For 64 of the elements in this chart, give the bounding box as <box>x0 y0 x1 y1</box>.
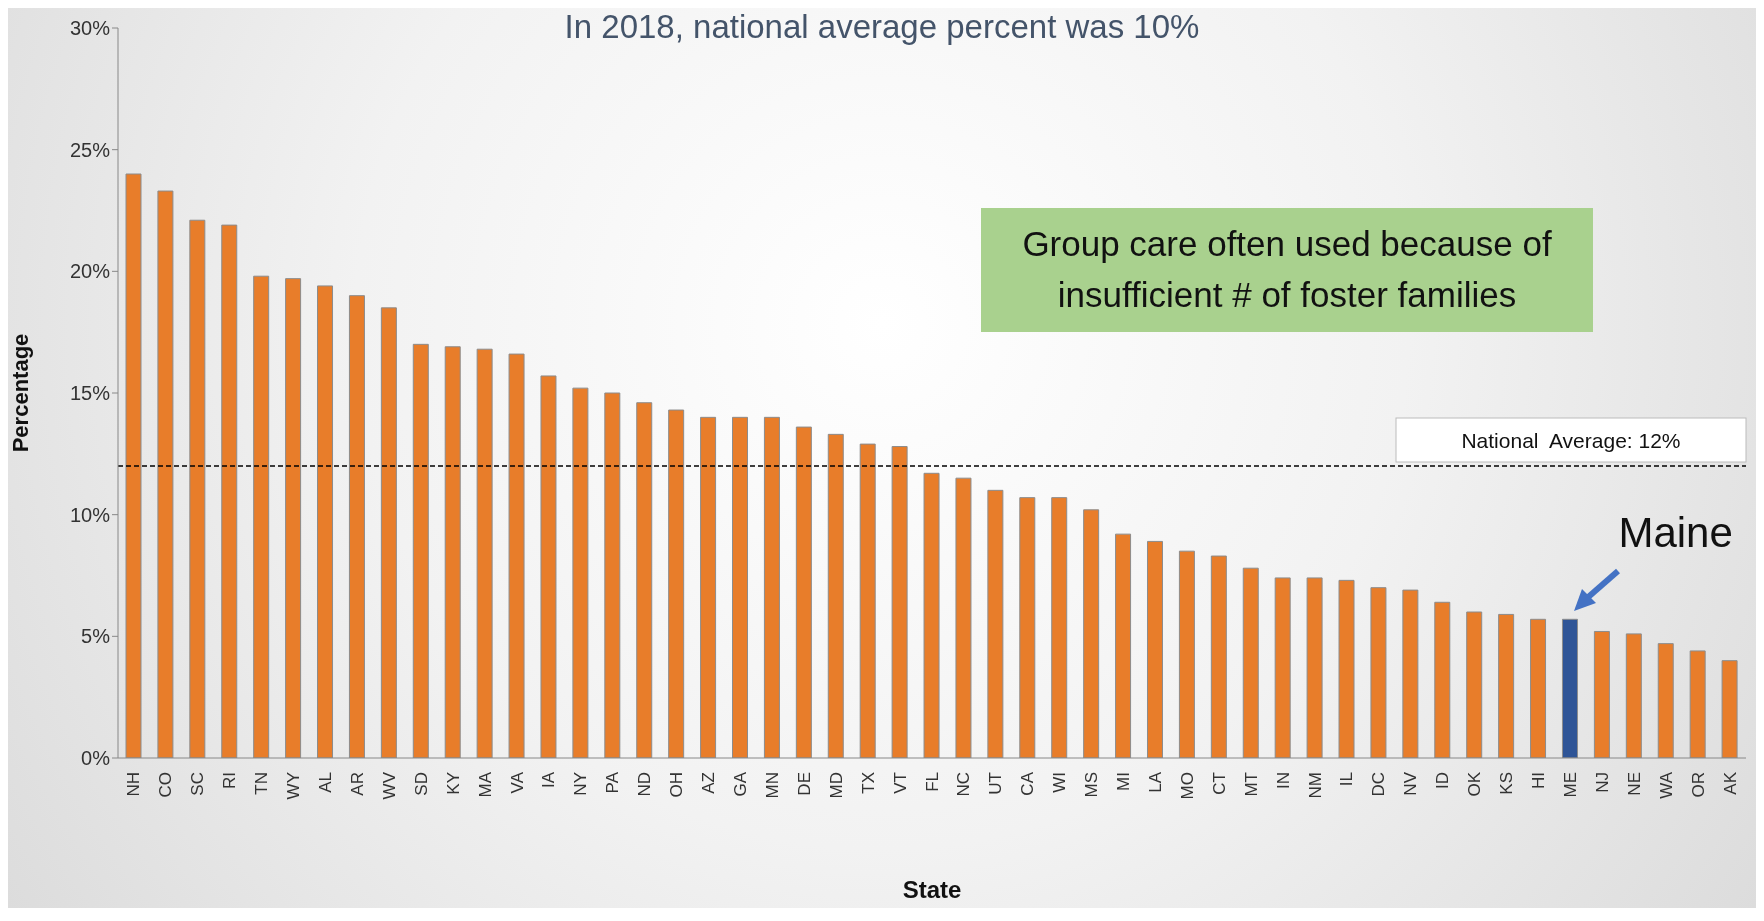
x-tick-label: WA <box>1656 771 1676 799</box>
x-tick-label: IN <box>1273 772 1293 789</box>
x-tick-label: NV <box>1401 771 1421 796</box>
x-tick-label: ID <box>1433 772 1453 789</box>
x-tick-label: WV <box>379 771 399 800</box>
x-tick-label: LA <box>1145 771 1165 793</box>
x-tick-label: WI <box>1050 772 1070 793</box>
y-tick-label: 5% <box>81 625 111 648</box>
x-tick-label: MN <box>762 772 782 799</box>
x-tick-label: IA <box>539 771 559 789</box>
x-tick-label: RI <box>220 772 240 789</box>
x-tick-label: MA <box>475 771 495 798</box>
x-tick-label: ME <box>1560 772 1580 798</box>
x-tick-label: MI <box>1114 772 1134 791</box>
x-tick-label: MT <box>1241 772 1261 797</box>
y-axis-title: Percentage <box>7 333 33 453</box>
x-tick-label: OR <box>1688 772 1708 798</box>
y-tick-label: 0% <box>81 747 111 770</box>
x-tick-label: AR <box>347 772 367 796</box>
x-tick-label: UT <box>986 772 1006 795</box>
x-tick-label: HI <box>1529 772 1549 789</box>
x-tick-label: CO <box>156 772 176 798</box>
y-tick-label: 10% <box>69 503 111 526</box>
x-tick-label: ND <box>635 772 655 797</box>
y-tick-label: 20% <box>69 260 111 283</box>
x-tick-label: MS <box>1082 772 1102 798</box>
x-tick-label: AK <box>1720 771 1740 795</box>
x-tick-label: FL <box>922 772 942 792</box>
y-tick-label: 30% <box>69 17 111 40</box>
x-tick-label: NJ <box>1592 772 1612 793</box>
x-axis-title: State <box>902 876 962 903</box>
x-tick-label: MD <box>826 772 846 799</box>
x-tick-label: CT <box>1209 772 1229 795</box>
x-tick-label: PA <box>603 771 623 794</box>
chart-title: In 2018, national average percent was 10% <box>564 8 1200 45</box>
x-tick-label: TN <box>252 772 272 795</box>
x-tick-label: MO <box>1177 772 1197 800</box>
y-tick-label: 25% <box>69 138 111 161</box>
ref-line-label: National Average: 12% <box>1461 428 1681 452</box>
y-tick-label: 15% <box>69 382 111 405</box>
x-tick-label: CA <box>1018 771 1038 796</box>
x-tick-label: NE <box>1624 772 1644 796</box>
x-tick-label: WY <box>284 772 304 800</box>
x-tick-label: SD <box>411 772 431 796</box>
x-tick-label: SC <box>188 772 208 796</box>
x-tick-label: VA <box>507 771 527 794</box>
annotation: Group care often used because of insufficient # of foster families <box>981 208 1593 332</box>
x-tick-label: OH <box>667 772 687 798</box>
x-tick-label: AL <box>315 772 335 793</box>
x-tick-label: VT <box>890 772 910 794</box>
x-tick-label: NC <box>954 772 974 797</box>
x-tick-label: OK <box>1465 771 1485 797</box>
x-tick-label: DE <box>794 772 814 796</box>
x-tick-label: GA <box>730 771 750 797</box>
x-tick-label: KS <box>1497 772 1517 795</box>
x-tick-label: AZ <box>699 772 719 794</box>
x-tick-label: NY <box>571 772 591 796</box>
x-tick-label: NM <box>1305 772 1325 799</box>
x-tick-label: NH <box>124 772 144 797</box>
x-tick-label: TX <box>858 772 878 794</box>
x-tick-label: KY <box>443 772 463 795</box>
annotation: Maine <box>1618 509 1733 558</box>
x-tick-label: IL <box>1337 772 1357 787</box>
x-tick-label: DC <box>1369 772 1389 797</box>
